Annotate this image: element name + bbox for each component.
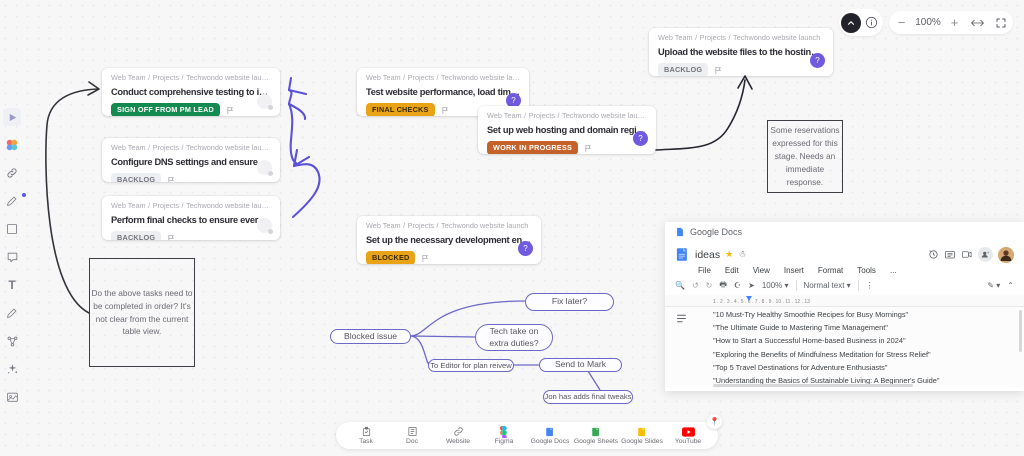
svg-text:1 . 2 . 3 . 4 . 5 . 6 . 7 . 8: 1 . 2 . 3 . 4 . 5 . 6 . 7 . 8 . 9 . 10 .… (713, 299, 810, 305)
svg-text:+: + (987, 250, 990, 255)
